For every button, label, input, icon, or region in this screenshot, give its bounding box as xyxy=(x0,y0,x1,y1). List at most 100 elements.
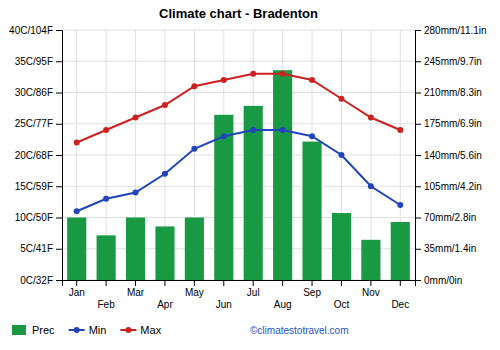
point xyxy=(191,146,197,152)
tick: Nov xyxy=(362,280,380,298)
tick-mark xyxy=(415,93,421,94)
tick-label: 70mm/2.8in xyxy=(424,212,476,223)
bar xyxy=(391,222,410,280)
tick-mark xyxy=(415,155,421,156)
tick-label: Sep xyxy=(303,287,321,298)
tick-mark xyxy=(415,124,421,125)
tick: 0C/32F xyxy=(20,275,62,286)
tick: May xyxy=(185,280,204,298)
tick-label: 105mm/4.2in xyxy=(424,181,482,192)
title: Climate chart - Bradenton xyxy=(159,6,318,21)
tick-label: Nov xyxy=(362,287,380,298)
tick-label: 35C/95F xyxy=(15,56,53,67)
point xyxy=(191,83,197,89)
point xyxy=(103,127,109,133)
tick: 280mm/11.1in xyxy=(415,25,487,36)
tick-label: Dec xyxy=(391,299,409,310)
tick: Dec xyxy=(391,280,409,310)
tick-mark xyxy=(56,218,62,219)
tick-mark xyxy=(56,280,62,281)
tick-mark xyxy=(415,218,421,219)
tick: Jul xyxy=(247,280,260,298)
line-series xyxy=(74,127,404,214)
legend-item: Min xyxy=(69,324,107,336)
legend-swatch xyxy=(74,327,80,333)
line xyxy=(77,130,401,211)
tick-mark xyxy=(106,280,107,286)
line xyxy=(77,74,401,143)
tick-label: 35mm/1.4in xyxy=(424,243,476,254)
annotation: ©climatestotravel.com xyxy=(250,325,349,336)
tick-mark xyxy=(194,280,195,286)
tick-label: 10C/50F xyxy=(15,212,53,223)
axis-line xyxy=(63,281,416,287)
point xyxy=(250,71,256,77)
line-series xyxy=(74,71,404,146)
tick: 105mm/4.2in xyxy=(415,181,482,192)
grid-line xyxy=(62,92,415,93)
chart: 0C/32F 5C/41F 10C/50F 15C/59F 20C/68F 25C/77F… xyxy=(0,0,500,350)
tick: Feb xyxy=(98,280,116,310)
tick-label: Apr xyxy=(157,299,173,310)
tick-mark xyxy=(415,249,421,250)
point xyxy=(368,183,374,189)
tick-mark xyxy=(164,280,165,286)
tick: 5C/41F xyxy=(20,243,62,254)
tick-mark xyxy=(312,280,313,286)
tick-mark xyxy=(56,124,62,125)
tick-mark xyxy=(56,30,62,31)
tick-label: Jan xyxy=(69,287,85,298)
tick: 20C/68F xyxy=(15,150,62,161)
tick: 30C/86F xyxy=(15,87,62,98)
tick-mark xyxy=(341,280,342,286)
tick: Apr xyxy=(157,280,173,310)
tick-label: 140mm/5.6in xyxy=(424,150,482,161)
grid-line xyxy=(62,186,415,187)
bar xyxy=(332,213,351,280)
bar xyxy=(361,240,380,280)
point xyxy=(74,140,80,146)
tick: 10C/50F xyxy=(15,212,62,223)
tick-label: Feb xyxy=(98,299,116,310)
tick: 25C/77F xyxy=(15,118,62,129)
axis-line xyxy=(416,31,422,281)
axis: 0C/32F 5C/41F 10C/50F 15C/59F 20C/68F 25C/77F… xyxy=(9,25,62,286)
legend-label: Prec xyxy=(32,324,55,336)
tick: 210mm/8.3in xyxy=(415,87,482,98)
tick-label: Jul xyxy=(247,287,260,298)
tick-label: 0mm/0in xyxy=(424,275,462,286)
point xyxy=(397,202,403,208)
tick-label: 15C/59F xyxy=(15,181,53,192)
tick-mark xyxy=(253,280,254,286)
point xyxy=(162,102,168,108)
tick-label: 175mm/6.9in xyxy=(424,118,482,129)
tick: 245mm/9.7in xyxy=(415,56,482,67)
plot: 0C/32F 5C/41F 10C/50F 15C/59F 20C/68F 25C/77F… xyxy=(9,25,487,310)
legend-label: Min xyxy=(89,324,107,336)
point xyxy=(250,127,256,133)
tick-label: 20C/68F xyxy=(15,150,53,161)
bar xyxy=(97,235,116,280)
tick-label: 30C/86F xyxy=(15,87,53,98)
tick-label: 245mm/9.7in xyxy=(424,56,482,67)
tick-mark xyxy=(135,280,136,286)
point xyxy=(221,133,227,139)
tick-mark xyxy=(400,280,401,286)
tick-mark xyxy=(282,280,283,286)
point xyxy=(133,190,139,196)
tick-mark xyxy=(56,61,62,62)
marks xyxy=(67,70,410,280)
tick-label: 40C/104F xyxy=(9,25,53,36)
legend-swatch xyxy=(125,327,131,333)
bar-series xyxy=(67,70,410,280)
axis-line xyxy=(56,31,63,281)
tick-label: 25C/77F xyxy=(15,118,53,129)
tick: 140mm/5.6in xyxy=(415,150,482,161)
tick: Aug xyxy=(274,280,292,310)
tick-mark xyxy=(56,249,62,250)
tick: 0mm/0in xyxy=(415,275,462,286)
point xyxy=(74,208,80,214)
tick-mark xyxy=(415,61,421,62)
grid-line xyxy=(62,155,415,156)
axis: 0mm/0in 35mm/1.4in 70mm/2.8in 105mm/4.2in 14… xyxy=(415,25,487,286)
